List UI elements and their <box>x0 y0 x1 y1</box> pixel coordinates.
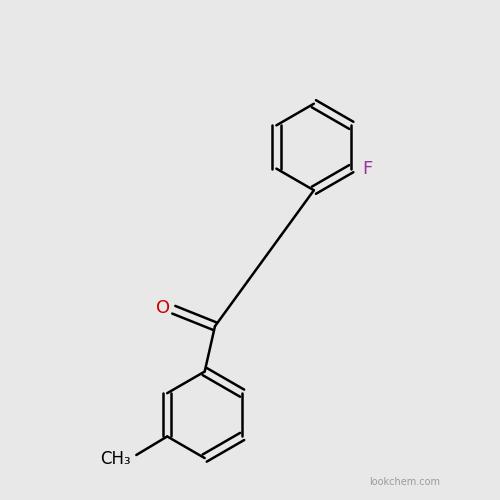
Text: F: F <box>362 160 373 178</box>
Text: O: O <box>156 298 170 316</box>
Text: lookchem.com: lookchem.com <box>370 477 440 487</box>
Text: CH₃: CH₃ <box>100 450 131 468</box>
